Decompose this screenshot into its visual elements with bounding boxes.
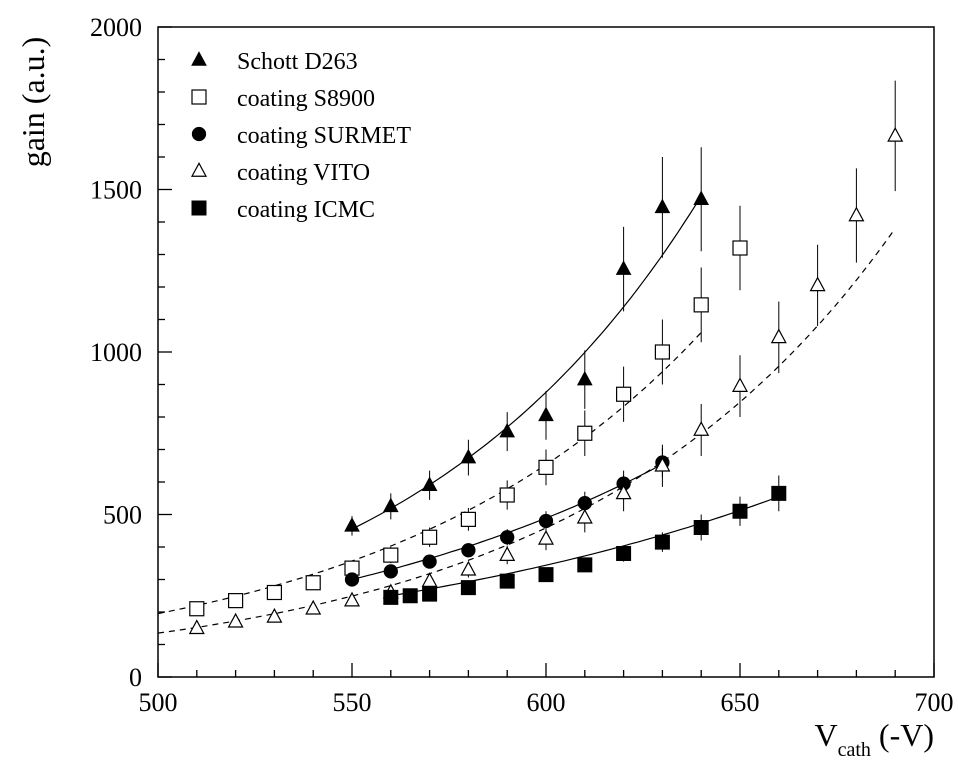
data-point-series-3: [500, 530, 515, 545]
legend-label: Schott D263: [237, 49, 358, 75]
data-point-series-5: [771, 485, 787, 501]
data-point-series-5: [422, 586, 438, 602]
data-point-series-1: [654, 198, 671, 214]
data-point-series-1: [615, 260, 632, 275]
x-axis-title-main: V: [815, 717, 838, 753]
data-point-series-2: [615, 386, 632, 402]
data-point-series-5: [616, 546, 632, 561]
data-point-series-2: [305, 575, 321, 591]
fit-curve-series-4: [157, 228, 896, 634]
fit-curve-series-2: [157, 332, 702, 615]
data-point-series-4: [421, 572, 438, 587]
y-tick-label: 2000: [90, 13, 142, 42]
legend-marker: [191, 51, 207, 66]
data-point-series-5: [693, 520, 709, 535]
legend-label: coating SURMET: [237, 123, 411, 149]
legend-marker: [190, 162, 208, 177]
data-point-series-2: [422, 529, 438, 545]
x-tick-label: 700: [915, 688, 954, 717]
data-point-series-5: [402, 588, 418, 604]
data-point-series-1: [499, 422, 516, 438]
data-point-series-4: [537, 529, 555, 545]
data-point-series-3: [538, 513, 554, 529]
axis-ticks: [157, 26, 935, 678]
y-tick-label: 500: [103, 501, 142, 530]
x-axis-title-unit: (-V): [871, 717, 934, 753]
data-point-series-5: [460, 580, 476, 596]
data-markers: [188, 126, 904, 635]
legend-label: coating ICMC: [237, 197, 375, 223]
fit-curve-series-5: [390, 496, 780, 597]
data-point-series-2: [693, 297, 709, 313]
legend-marker: [191, 200, 207, 216]
data-point-series-2: [228, 593, 244, 609]
x-axis-title: Vcath (-V): [815, 717, 935, 761]
data-point-series-4: [266, 607, 283, 623]
data-point-series-4: [305, 599, 322, 615]
data-point-series-4: [343, 591, 361, 607]
legend-label: coating VITO: [237, 160, 370, 186]
data-point-series-4: [227, 612, 244, 628]
data-point-series-4: [615, 484, 632, 500]
y-axis-title: gain (a.u.): [15, 37, 51, 168]
data-point-series-4: [576, 508, 593, 524]
legend-marker: [191, 126, 207, 142]
x-tick-label: 600: [527, 688, 566, 717]
data-point-series-5: [538, 567, 554, 583]
data-point-series-4: [887, 126, 904, 142]
data-point-series-5: [577, 557, 593, 573]
data-point-series-2: [577, 425, 593, 441]
data-point-series-5: [499, 573, 515, 589]
y-tick-label: 1500: [90, 176, 142, 205]
data-point-series-1: [421, 476, 438, 491]
data-point-series-4: [770, 328, 787, 344]
data-point-series-3: [422, 554, 437, 569]
data-point-series-2: [499, 487, 515, 503]
data-point-series-5: [654, 534, 670, 550]
data-point-series-4: [809, 276, 826, 292]
data-point-series-1: [344, 517, 360, 532]
data-point-series-4: [654, 456, 671, 472]
data-point-series-1: [382, 497, 399, 513]
data-point-series-2: [189, 601, 205, 617]
data-point-series-3: [461, 543, 476, 558]
data-point-series-5: [383, 589, 399, 605]
y-tick-label: 1000: [90, 338, 142, 367]
data-point-series-2: [538, 459, 554, 475]
data-point-series-1: [460, 448, 477, 464]
data-point-series-1: [693, 190, 710, 205]
data-point-series-4: [731, 377, 749, 392]
fit-curves: [157, 195, 896, 634]
data-point-series-2: [266, 584, 282, 601]
legend: Schott D263 coating S8900 coating SURMET co…: [190, 49, 411, 223]
x-tick-label: 650: [721, 688, 760, 717]
legend-label: coating S8900: [237, 86, 375, 112]
data-point-series-3: [344, 572, 360, 587]
data-point-series-4: [693, 421, 710, 436]
data-point-series-3: [383, 564, 398, 579]
data-point-series-2: [732, 240, 748, 256]
data-point-series-4: [188, 619, 205, 635]
data-point-series-2: [654, 344, 671, 360]
data-point-series-5: [732, 503, 748, 519]
fit-curve-series-1: [351, 195, 702, 530]
data-point-series-4: [499, 546, 516, 561]
data-point-series-2: [460, 511, 476, 527]
legend-marker: [191, 89, 207, 105]
x-tick-label: 550: [333, 688, 372, 717]
data-point-series-4: [460, 560, 477, 576]
data-point-series-1: [538, 406, 554, 422]
data-point-series-2: [383, 547, 399, 563]
y-tick-label: 0: [129, 663, 142, 692]
data-point-series-1: [576, 370, 593, 386]
x-axis-title-sub: cath: [838, 739, 871, 761]
data-point-series-4: [848, 206, 865, 222]
data-point-series-3: [577, 495, 592, 511]
x-tick-label: 500: [139, 688, 178, 717]
